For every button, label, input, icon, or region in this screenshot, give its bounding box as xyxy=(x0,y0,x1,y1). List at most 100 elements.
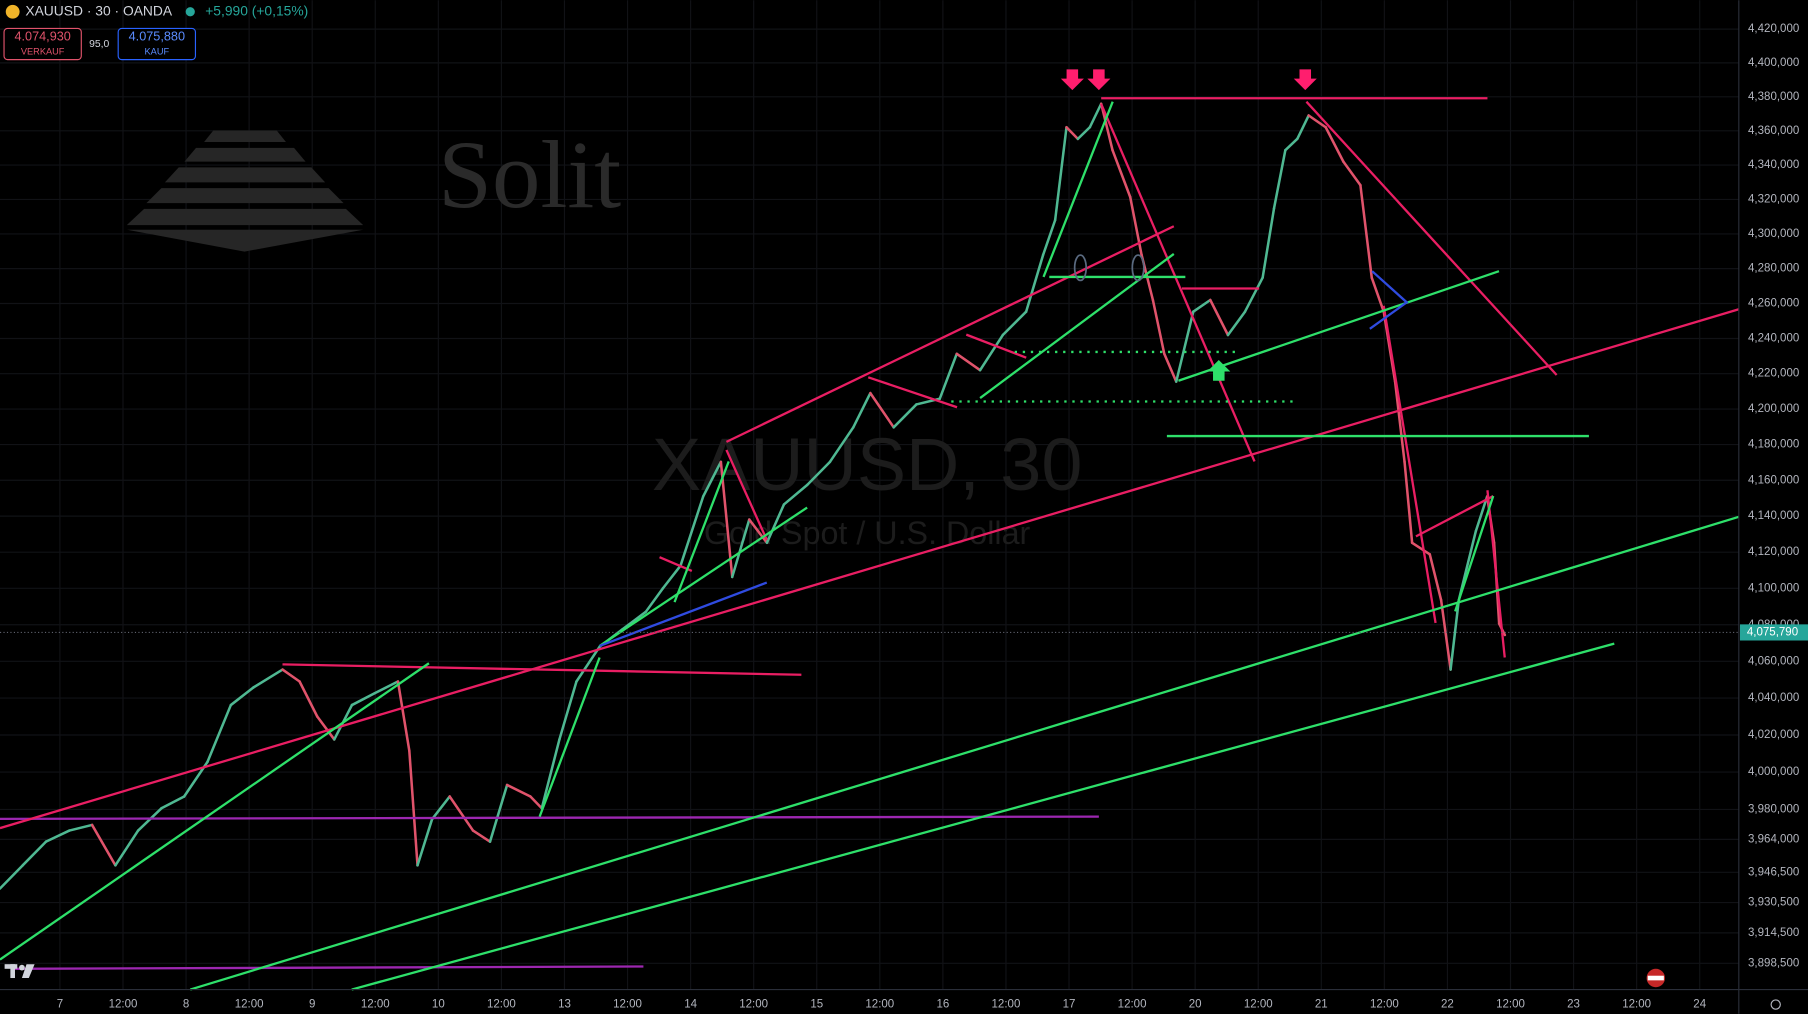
price-change: +5,990 (+0,15%) xyxy=(205,2,308,18)
price-segment xyxy=(1174,310,1195,383)
symbol-icon xyxy=(5,4,20,19)
price-segment xyxy=(1370,276,1386,313)
buy-button[interactable]: 4.075,880 KAUF xyxy=(117,27,197,61)
x-tick-label: 20 xyxy=(1189,999,1202,1011)
y-tick-label: 4,180,000 xyxy=(1748,439,1799,451)
x-tick-label: 17 xyxy=(1063,999,1076,1011)
x-tick-label: 12:00 xyxy=(109,999,138,1011)
price-segment xyxy=(892,403,918,429)
price-segment xyxy=(1359,183,1374,279)
y-tick-label: 4,220,000 xyxy=(1748,368,1799,380)
x-tick-label: 12:00 xyxy=(1370,999,1399,1011)
price-segment xyxy=(68,823,94,832)
y-tick-label: 4,300,000 xyxy=(1748,228,1799,240)
y-tick-label: 3,930,500 xyxy=(1748,897,1799,909)
price-segment xyxy=(1439,598,1452,671)
x-tick-label: 12:00 xyxy=(1244,999,1273,1011)
price-segment xyxy=(350,692,376,707)
x-tick-label: 12:00 xyxy=(865,999,894,1011)
x-tick-label: 9 xyxy=(309,999,315,1011)
y-tick-label: 4,120,000 xyxy=(1748,546,1799,558)
price-segment xyxy=(1449,598,1461,671)
solit-logo xyxy=(126,130,364,252)
price-segment xyxy=(408,749,419,867)
price-segment xyxy=(1065,125,1080,141)
price-segment xyxy=(540,738,561,810)
price-segment xyxy=(1324,125,1345,163)
y-tick-label: 4,020,000 xyxy=(1748,729,1799,741)
x-tick-label: 10 xyxy=(432,999,445,1011)
price-segment xyxy=(978,333,1005,372)
x-tick-label: 12:00 xyxy=(235,999,264,1011)
price-segment xyxy=(1284,137,1299,152)
price-segment xyxy=(782,483,809,506)
price-segment xyxy=(1076,125,1092,141)
price-segment xyxy=(621,610,648,631)
price-segment xyxy=(206,703,233,764)
price-segment xyxy=(1296,114,1310,141)
y-tick-label: 3,980,000 xyxy=(1748,803,1799,815)
buy-price[interactable]: 4.075,880 xyxy=(129,29,185,43)
settings-icon[interactable] xyxy=(1770,999,1781,1010)
trend-drawings xyxy=(0,69,1740,991)
tradingview-logo xyxy=(4,964,35,979)
price-segment xyxy=(644,587,665,614)
x-tick-label: 12:00 xyxy=(1118,999,1147,1011)
y-tick-label: 4,240,000 xyxy=(1748,333,1799,345)
buy-box[interactable] xyxy=(117,27,197,61)
price-segment xyxy=(315,715,336,741)
y-tick-label: 4,200,000 xyxy=(1748,403,1799,415)
sell-price[interactable]: 4.074,930 xyxy=(14,29,70,43)
x-tick-label: 14 xyxy=(684,999,697,1011)
x-tick-label: 12:00 xyxy=(1496,999,1525,1011)
price-segment xyxy=(1342,160,1362,187)
price-segment xyxy=(1403,460,1414,545)
x-tick-label: 13 xyxy=(558,999,571,1011)
price-segment xyxy=(44,829,71,843)
buy-label[interactable]: KAUF xyxy=(145,47,170,57)
price-segment xyxy=(529,795,544,810)
y-tick-label: 4,340,000 xyxy=(1748,159,1799,171)
price-segment xyxy=(1393,380,1406,464)
price-segment xyxy=(1128,195,1143,257)
last-price-box xyxy=(1739,624,1808,641)
y-tick-label: 4,420,000 xyxy=(1748,23,1799,35)
price-segment xyxy=(488,783,509,843)
x-tick-label: 12:00 xyxy=(1622,999,1651,1011)
price-segment xyxy=(1243,276,1264,313)
price-segment xyxy=(730,518,751,579)
symbol: XAUUSD · 30 · OANDA xyxy=(25,2,173,18)
price-segment xyxy=(869,391,895,429)
x-tick-label: 12:00 xyxy=(361,999,390,1011)
price-segment xyxy=(160,795,186,810)
price-segment xyxy=(765,503,786,545)
price-segment xyxy=(1162,352,1178,383)
price-segment xyxy=(1001,310,1028,337)
x-tick-label: 12:00 xyxy=(992,999,1021,1011)
market-status xyxy=(185,7,195,17)
price-segment xyxy=(298,680,319,718)
x-tick-label: 16 xyxy=(936,999,949,1011)
x-tick-label: 23 xyxy=(1567,999,1580,1011)
price-segment xyxy=(661,564,682,590)
price-segment xyxy=(505,783,532,798)
price-segment xyxy=(373,680,400,695)
x-tick-label: 12:00 xyxy=(487,999,516,1011)
price-segment xyxy=(701,460,723,498)
y-tick-label: 4,260,000 xyxy=(1748,298,1799,310)
price-segment xyxy=(252,668,284,689)
sell-box[interactable] xyxy=(3,27,82,61)
sell-button[interactable]: 4.074,930 VERKAUF xyxy=(3,27,82,61)
y-tick-label: 4,380,000 xyxy=(1748,91,1799,103)
y-tick-label: 4,140,000 xyxy=(1748,510,1799,522)
price-segment xyxy=(938,352,959,401)
spread: 95,0 xyxy=(89,39,109,50)
y-tick-label: 4,280,000 xyxy=(1748,263,1799,275)
price-segment xyxy=(1410,541,1432,556)
sell-label[interactable]: VERKAUF xyxy=(21,47,65,57)
price-segment xyxy=(828,426,855,464)
price-segment xyxy=(1191,298,1212,313)
y-tick-label: 4,320,000 xyxy=(1748,193,1799,205)
price-segment xyxy=(955,352,982,372)
price-series xyxy=(0,102,1507,890)
